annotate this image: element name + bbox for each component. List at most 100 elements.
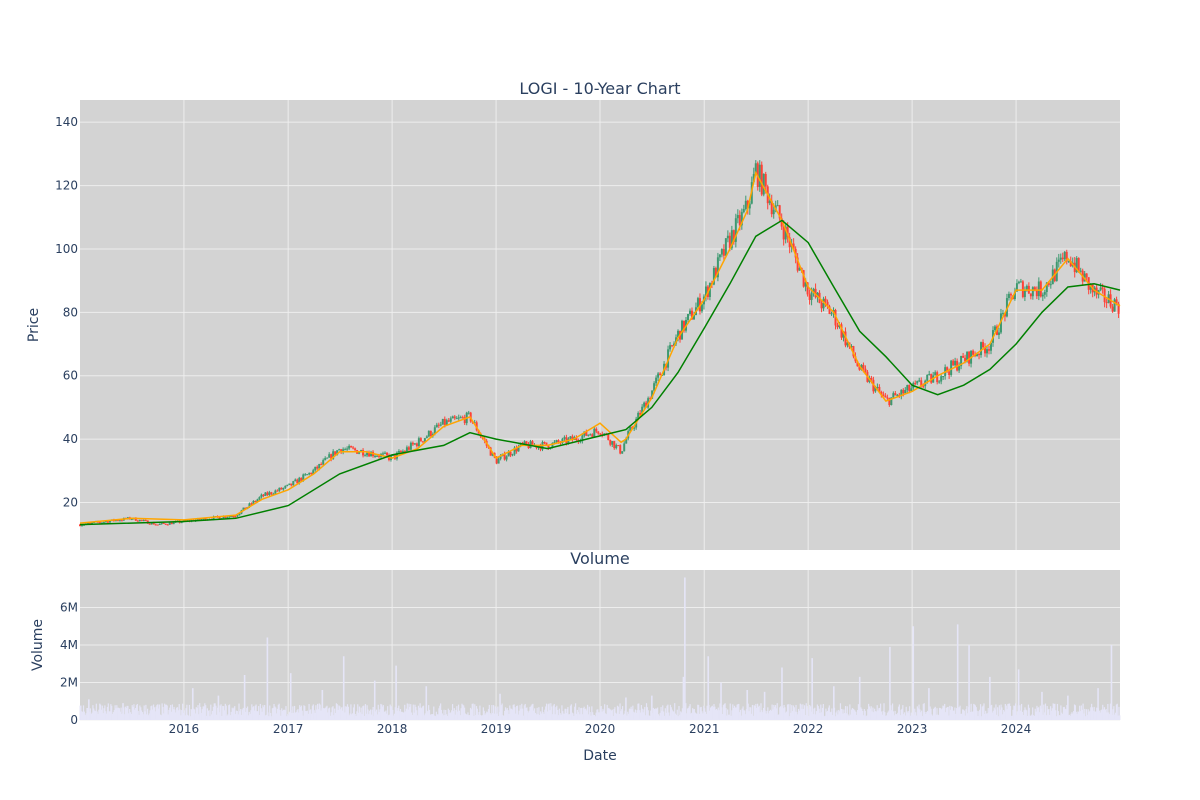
volume-bar-304 bbox=[339, 706, 341, 720]
volume-bar-95 bbox=[160, 715, 162, 720]
volume-bar-71 bbox=[140, 707, 142, 720]
volume-bar-294 bbox=[330, 712, 332, 720]
volume-bar-997 bbox=[931, 714, 933, 720]
volume-bar-156 bbox=[212, 706, 214, 720]
volume-bar-1163 bbox=[1073, 711, 1075, 720]
volume-bar-679 bbox=[659, 712, 661, 720]
volume-bar-849 bbox=[804, 715, 807, 720]
volume-bar-901 bbox=[849, 704, 851, 720]
volume-bar-964 bbox=[903, 714, 905, 720]
volume-bar-771 bbox=[738, 703, 740, 720]
volume-bar-341 bbox=[370, 714, 373, 720]
price-tick-label-100: 100 bbox=[55, 242, 78, 256]
candle-body-402 bbox=[880, 392, 883, 395]
candle-body-339 bbox=[754, 163, 757, 174]
volume-bar-864 bbox=[817, 706, 819, 720]
volume-bar-1179 bbox=[1086, 714, 1088, 720]
volume-bar-805 bbox=[767, 707, 769, 720]
candle-body-18 bbox=[114, 520, 117, 522]
volume-bar-1024 bbox=[954, 707, 956, 720]
volume-bar-368 bbox=[393, 713, 396, 720]
candle-body-361 bbox=[798, 267, 801, 271]
volume-bar-988 bbox=[923, 703, 925, 720]
candle-body-456 bbox=[988, 349, 991, 351]
volume-bar-516 bbox=[520, 708, 522, 720]
volume-bar-1072 bbox=[995, 704, 997, 720]
volume-bar-70 bbox=[139, 705, 141, 720]
candle-body-113 bbox=[304, 474, 307, 476]
volume-bar-531 bbox=[533, 710, 535, 720]
volume-bar-885 bbox=[835, 712, 837, 720]
volume-bar-604 bbox=[595, 712, 597, 720]
volume-bar-1145 bbox=[1057, 711, 1059, 720]
volume-bar-457 bbox=[469, 707, 472, 720]
volume-bar-898 bbox=[846, 706, 848, 720]
volume-bar-734 bbox=[706, 705, 708, 720]
candle-body-74 bbox=[226, 517, 229, 519]
volume-bar-109 bbox=[172, 709, 174, 720]
candle-body-376 bbox=[828, 306, 831, 314]
volume-bar-226 bbox=[272, 707, 274, 720]
volume-bar-532 bbox=[534, 708, 536, 720]
volume-bar-1087 bbox=[1008, 703, 1010, 720]
volume-bar-24 bbox=[100, 704, 102, 720]
volume-bar-945 bbox=[886, 712, 889, 720]
volume-bar-423 bbox=[440, 709, 443, 720]
volume-bar-176 bbox=[229, 715, 232, 720]
candle-body-154 bbox=[385, 452, 388, 456]
candle-body-324 bbox=[724, 238, 727, 256]
candle-body-120 bbox=[318, 464, 321, 469]
candle-body-312 bbox=[700, 304, 703, 312]
volume-bar-386 bbox=[409, 706, 411, 720]
volume-bar-1036 bbox=[964, 715, 966, 720]
volume-bar-424 bbox=[441, 713, 443, 720]
candle-body-384 bbox=[844, 331, 847, 346]
candle-body-270 bbox=[617, 445, 620, 447]
volume-bar-53 bbox=[124, 706, 126, 720]
volume-bar-837 bbox=[794, 711, 796, 720]
candle-body-341 bbox=[758, 164, 761, 187]
candle-body-437 bbox=[950, 360, 953, 375]
volume-bar-34 bbox=[108, 711, 110, 720]
volume-bar-587 bbox=[580, 707, 583, 720]
volume-bar-610 bbox=[600, 706, 602, 720]
volume-spike-4 bbox=[217, 695, 220, 720]
volume-bar-888 bbox=[838, 709, 840, 720]
candle-body-178 bbox=[433, 427, 436, 435]
volume-bar-260 bbox=[301, 710, 303, 720]
volume-bar-951 bbox=[891, 703, 894, 720]
volume-bar-443 bbox=[457, 704, 460, 720]
volume-bar-383 bbox=[406, 703, 408, 720]
volume-bar-851 bbox=[806, 706, 808, 720]
candle-body-162 bbox=[401, 451, 404, 453]
volume-bar-243 bbox=[287, 714, 289, 720]
volume-bar-710 bbox=[686, 713, 688, 720]
volume-bar-1211 bbox=[1114, 714, 1116, 720]
volume-bar-501 bbox=[507, 710, 509, 720]
candle-body-496 bbox=[1067, 261, 1070, 263]
volume-bar-106 bbox=[170, 704, 172, 720]
volume-bar-979 bbox=[915, 715, 918, 720]
volume-bar-792 bbox=[756, 708, 758, 720]
candle-body-140 bbox=[358, 452, 361, 454]
volume-bar-262 bbox=[303, 705, 305, 720]
volume-bar-682 bbox=[662, 705, 664, 720]
volume-bar-565 bbox=[562, 711, 564, 720]
volume-bar-764 bbox=[732, 704, 734, 720]
volume-bar-518 bbox=[522, 708, 524, 720]
volume-bar-385 bbox=[408, 703, 410, 720]
volume-bar-946 bbox=[887, 711, 889, 720]
candle-body-198 bbox=[473, 422, 476, 424]
volume-bar-660 bbox=[643, 709, 645, 720]
volume-bar-1209 bbox=[1112, 709, 1114, 720]
candle-body-117 bbox=[312, 470, 315, 474]
volume-bar-1055 bbox=[980, 716, 983, 720]
volume-bar-968 bbox=[906, 711, 908, 720]
x-tick-label-2020: 2020 bbox=[585, 722, 616, 736]
candle-body-431 bbox=[938, 381, 941, 383]
volume-bar-1102 bbox=[1020, 703, 1023, 720]
volume-bar-1045 bbox=[972, 711, 974, 720]
volume-bar-853 bbox=[808, 715, 810, 720]
candle-body-207 bbox=[491, 452, 494, 456]
volume-bar-1069 bbox=[992, 710, 994, 720]
